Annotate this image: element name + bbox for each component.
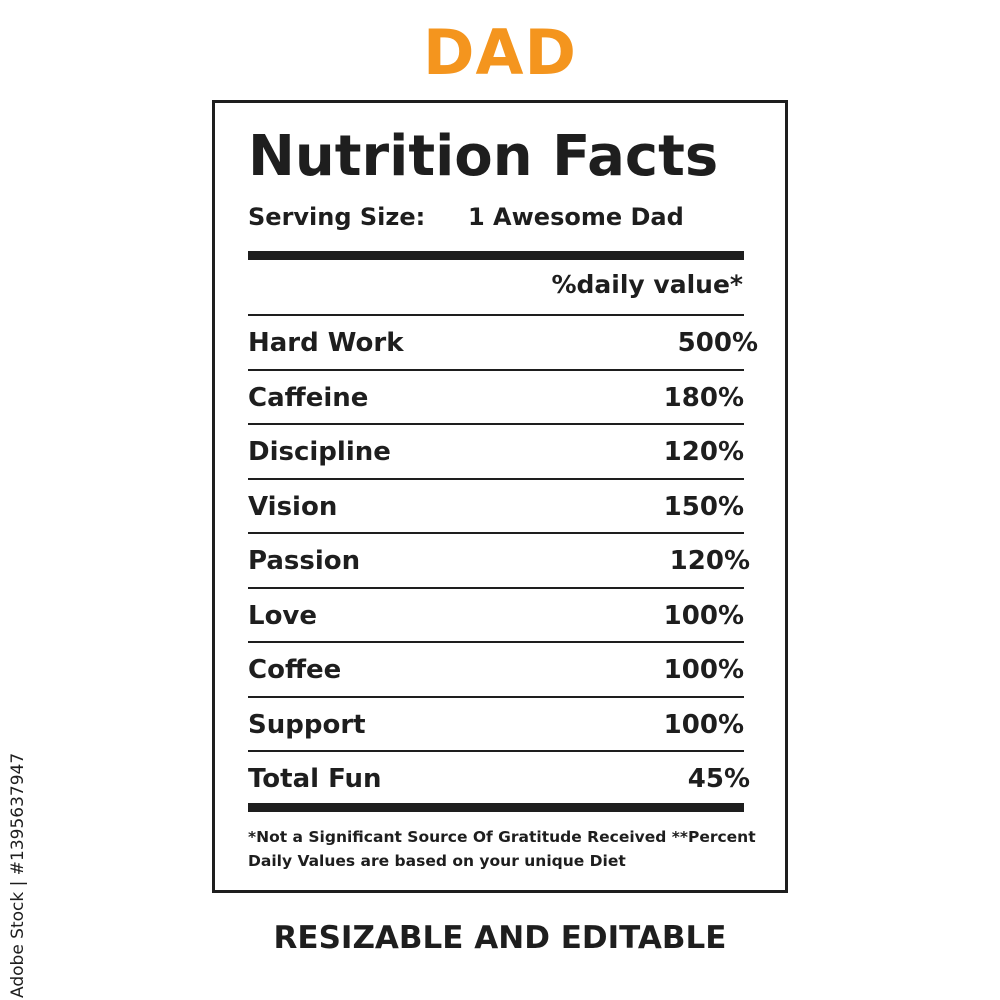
row-divider [248, 369, 744, 371]
row-divider [248, 423, 744, 425]
nutrient-value: 120% [663, 437, 744, 467]
nutrient-value: 180% [663, 383, 744, 413]
nutrient-name: Passion [248, 546, 361, 576]
footnote-line: *Not a Significant Source Of Gratitude R… [248, 828, 756, 846]
nutrition-label: Nutrition Facts Serving Size: 1 Awesome … [212, 100, 788, 893]
serving-size-value: 1 Awesome Dad [468, 203, 684, 231]
nutrient-value: 45% [687, 764, 750, 794]
daily-value-header: %daily value* [551, 270, 743, 299]
title-dad: DAD [423, 16, 577, 89]
resizable-caption: RESIZABLE AND EDITABLE [273, 920, 727, 956]
nutrient-row-total-fun: Total Fun 45% [248, 752, 758, 806]
nutrient-value: 100% [663, 601, 744, 631]
nutrient-value: 120% [669, 546, 750, 576]
nutrient-name: Discipline [248, 437, 391, 467]
row-divider [248, 750, 744, 752]
nutrient-row-discipline: Discipline 120% [248, 425, 758, 479]
nutrition-facts-heading: Nutrition Facts [248, 124, 719, 189]
nutrient-row-caffeine: Caffeine 180% [248, 371, 758, 425]
nutrient-name: Total Fun [248, 764, 382, 794]
nutrient-value: 100% [663, 710, 744, 740]
nutrient-row-vision: Vision 150% [248, 480, 758, 534]
row-divider [248, 696, 744, 698]
row-divider [248, 532, 744, 534]
nutrient-row-hard-work: Hard Work 500% [248, 316, 758, 370]
nutrient-row-coffee: Coffee 100% [248, 643, 758, 697]
row-divider [248, 587, 744, 589]
stock-id-text: Adobe Stock | #1395637947 [8, 752, 28, 998]
nutrient-name: Vision [248, 492, 338, 522]
nutrient-value: 500% [677, 328, 758, 358]
footnote-line: Daily Values are based on your unique Di… [248, 852, 626, 870]
header-divider [248, 314, 744, 316]
nutrient-name: Support [248, 710, 366, 740]
serving-size-label: Serving Size: [248, 203, 426, 231]
nutrient-name: Hard Work [248, 328, 404, 358]
nutrient-row-passion: Passion 120% [248, 534, 758, 588]
nutrient-row-love: Love 100% [248, 589, 758, 643]
nutrient-name: Coffee [248, 655, 342, 685]
row-divider [248, 478, 744, 480]
nutrient-name: Love [248, 601, 318, 631]
nutrient-value: 150% [663, 492, 744, 522]
top-thick-divider [248, 251, 744, 260]
bottom-thick-divider [248, 803, 744, 812]
nutrient-row-support: Support 100% [248, 698, 758, 752]
nutrient-value: 100% [663, 655, 744, 685]
row-divider [248, 641, 744, 643]
nutrient-name: Caffeine [248, 383, 369, 413]
footnote: *Not a Significant Source Of Gratitude R… [248, 825, 768, 873]
